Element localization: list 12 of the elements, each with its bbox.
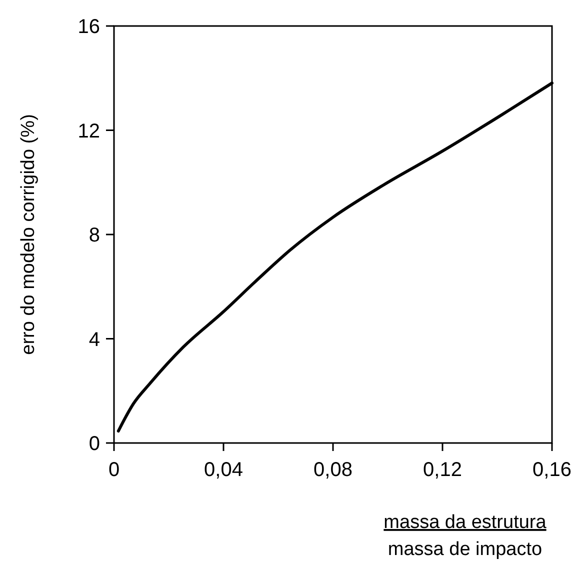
x-axis-title: massa da estrutura massa de impacto bbox=[384, 512, 547, 560]
x-tick-label: 0,04 bbox=[204, 459, 243, 481]
y-tick-label: 4 bbox=[88, 328, 100, 351]
x-tick-label: 0,12 bbox=[423, 459, 462, 481]
y-tick-label: 0 bbox=[88, 433, 100, 455]
y-axis-title: erro do modelo corrigido (%) bbox=[18, 114, 39, 355]
y-tick-label: 8 bbox=[88, 224, 100, 246]
y-tick-label: 16 bbox=[78, 16, 100, 38]
x-tick-label: 0,08 bbox=[314, 459, 352, 481]
y-tick-label: 12 bbox=[78, 120, 100, 142]
x-tick-label: 0,16 bbox=[532, 459, 572, 481]
x-tick-label: 0 bbox=[108, 459, 120, 481]
